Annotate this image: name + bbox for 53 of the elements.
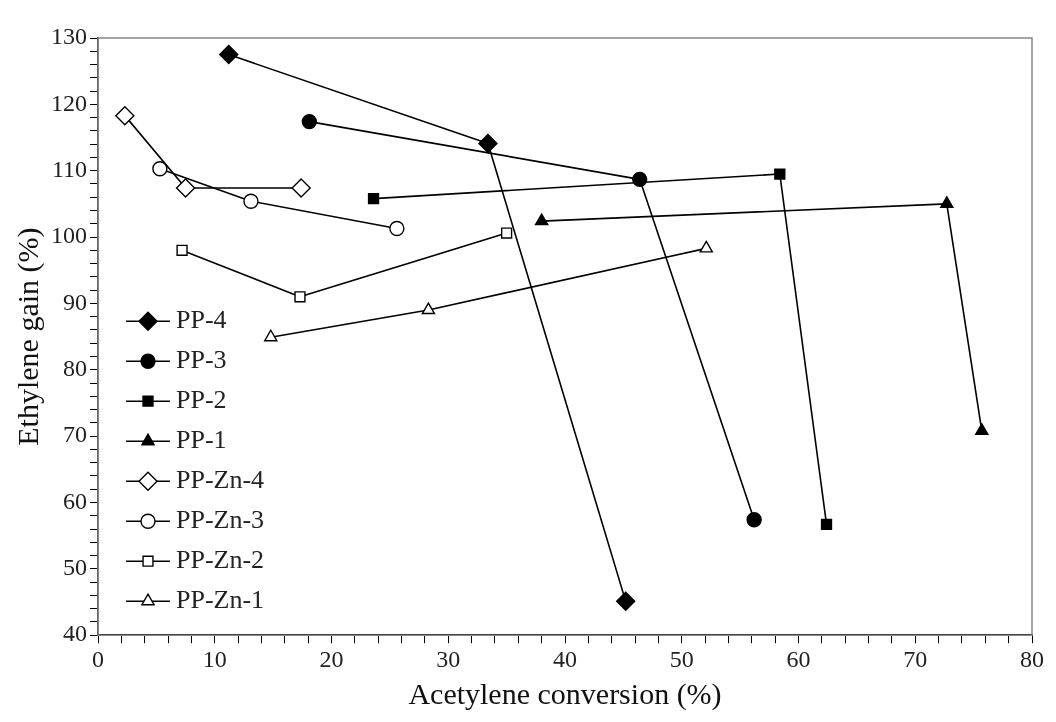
point bbox=[478, 133, 498, 154]
y-tick-label: 120 bbox=[51, 89, 87, 116]
legend-label: PP-3 bbox=[176, 345, 227, 375]
point bbox=[616, 591, 636, 612]
y-tick-label: 90 bbox=[63, 288, 87, 315]
point bbox=[746, 512, 762, 528]
x-tick-label: 60 bbox=[786, 645, 811, 672]
legend-label: PP-Zn-2 bbox=[176, 545, 265, 575]
x-tick-label: 10 bbox=[202, 645, 227, 672]
legend-label: PP-Zn-3 bbox=[176, 505, 265, 535]
y-tick-label: 130 bbox=[51, 23, 87, 50]
point bbox=[175, 178, 196, 198]
point bbox=[219, 44, 239, 65]
point bbox=[820, 518, 833, 531]
y-tick-label: 50 bbox=[63, 554, 87, 581]
legend-label: PP-2 bbox=[176, 385, 227, 415]
point bbox=[534, 213, 549, 226]
legend-label: PP-1 bbox=[176, 425, 227, 455]
x-tick-label: 50 bbox=[669, 645, 694, 672]
y-axis-title: Ethylene gain (%) bbox=[10, 227, 45, 446]
x-tick-label: 0 bbox=[92, 645, 104, 672]
point bbox=[940, 196, 954, 209]
legend-label: PP-4 bbox=[176, 305, 227, 335]
point bbox=[176, 244, 188, 256]
legend-label: PP-Zn-1 bbox=[176, 585, 265, 615]
x-tick-label: 80 bbox=[1020, 645, 1044, 672]
x-tick-label: 40 bbox=[553, 645, 577, 672]
y-tick-label: 70 bbox=[63, 421, 87, 448]
point bbox=[774, 168, 786, 180]
point bbox=[152, 161, 168, 177]
point bbox=[975, 423, 989, 436]
x-tick-label: 70 bbox=[903, 645, 928, 672]
point bbox=[243, 193, 259, 209]
point bbox=[301, 113, 318, 130]
point bbox=[294, 291, 306, 303]
point bbox=[421, 302, 436, 315]
legend-label: PP-Zn-4 bbox=[176, 465, 265, 495]
y-tick-label: 110 bbox=[51, 156, 87, 183]
y-tick-label: 60 bbox=[63, 487, 87, 514]
point bbox=[389, 220, 405, 237]
point bbox=[367, 192, 380, 205]
x-tick-label: 20 bbox=[319, 645, 344, 672]
point bbox=[264, 329, 278, 342]
y-tick-label: 40 bbox=[63, 620, 87, 647]
x-tick-label: 30 bbox=[436, 645, 461, 672]
point bbox=[291, 178, 311, 198]
point bbox=[500, 227, 513, 239]
x-axis-title: Acetylene conversion (%) bbox=[408, 676, 722, 711]
y-tick-label: 100 bbox=[51, 222, 87, 249]
y-tick-label: 80 bbox=[63, 355, 87, 382]
point bbox=[115, 105, 135, 126]
point bbox=[632, 171, 648, 188]
point bbox=[699, 240, 714, 253]
